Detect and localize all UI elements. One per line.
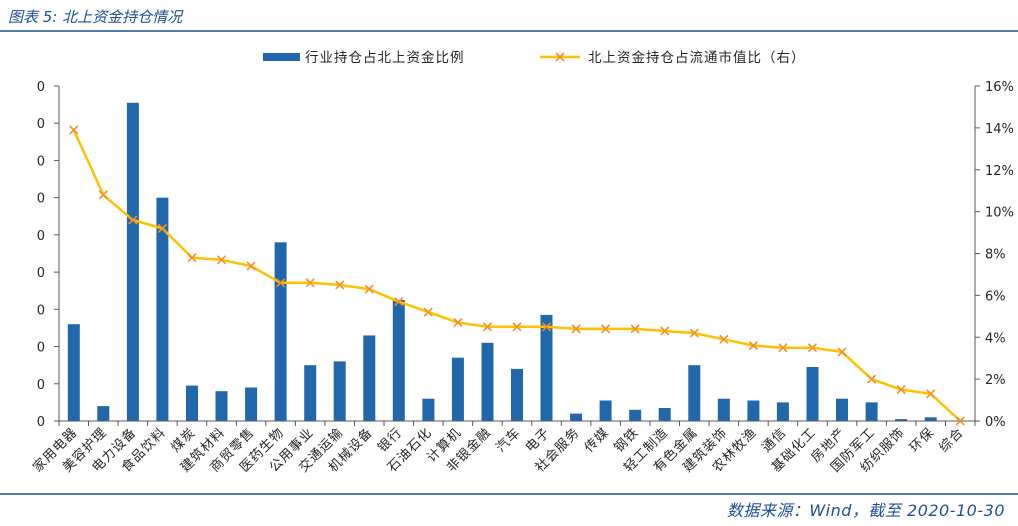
bar	[629, 409, 642, 421]
bar	[599, 400, 612, 421]
line-point-marker	[276, 278, 286, 288]
legend-x-marker-icon	[555, 52, 565, 62]
line-point-marker	[512, 322, 522, 332]
bar	[363, 335, 376, 421]
right-tick-label: 6%	[985, 289, 1006, 304]
bar	[481, 342, 494, 421]
bar	[126, 102, 139, 422]
line-point-marker	[128, 215, 138, 225]
line-point-marker	[807, 343, 818, 353]
bar	[747, 400, 760, 421]
bar	[97, 406, 110, 421]
bar	[511, 368, 523, 421]
x-tick-label: 环保	[907, 425, 937, 455]
left-tick-label: 0	[37, 192, 45, 207]
left-tick-label: 0	[37, 266, 45, 281]
line-point-marker	[748, 341, 758, 351]
line-point-marker	[571, 324, 581, 334]
line-point-marker	[187, 253, 197, 263]
line-point-marker	[719, 334, 729, 344]
line-point-marker	[689, 328, 699, 338]
bar	[717, 398, 730, 421]
legend-line-label: 北上资金持仓占流通市值比（右）	[588, 49, 806, 66]
figure-title: 图表 5: 北上资金持仓情况	[8, 8, 184, 26]
left-tick-label: 0	[37, 341, 45, 356]
right-tick-label: 16%	[985, 80, 1014, 95]
line-point-marker	[778, 343, 788, 353]
bar	[215, 391, 228, 421]
x-tick-label: 综合	[937, 425, 967, 455]
right-tick-label: 14%	[985, 122, 1014, 137]
bar	[304, 365, 317, 421]
left-tick-label: 0	[37, 378, 45, 393]
line-point-marker	[955, 416, 965, 426]
line-point-marker	[482, 322, 493, 332]
line-point-marker	[246, 261, 256, 271]
right-tick-label: 8%	[985, 248, 1006, 263]
right-tick-label: 12%	[985, 164, 1014, 179]
right-tick-label: 0%	[985, 415, 1006, 430]
bar	[924, 417, 937, 421]
line-point-marker	[867, 374, 877, 384]
bar	[895, 419, 908, 421]
bar	[392, 300, 405, 421]
line-point-marker	[453, 318, 463, 328]
plot-area: 00000000000%2%4%6%8%10%12%14%16%家用电器美容护理…	[30, 80, 1014, 475]
line-point-marker	[216, 255, 227, 265]
line-point-marker	[601, 324, 611, 334]
line-point-marker	[364, 284, 374, 294]
line-point-marker	[896, 385, 906, 395]
bar	[333, 361, 346, 421]
line-point-marker	[630, 324, 640, 334]
line-point-marker	[305, 278, 315, 288]
bar	[245, 387, 258, 421]
line-point-marker	[394, 297, 404, 307]
bar	[658, 408, 671, 421]
line-point-marker	[98, 190, 108, 200]
bar	[688, 365, 701, 421]
bar	[865, 402, 878, 421]
bar	[570, 413, 583, 421]
line-point-marker	[423, 307, 433, 317]
right-tick-label: 10%	[985, 206, 1014, 221]
legend-bar-label: 行业持仓占北上资金比例	[305, 50, 465, 66]
x-tick-label: 汽车	[493, 425, 524, 456]
legend-bar-swatch	[263, 53, 300, 61]
bar	[836, 398, 848, 421]
x-tick-label: 传媒	[582, 425, 612, 455]
left-tick-label: 0	[37, 415, 45, 430]
bar	[422, 398, 435, 421]
line-point-marker	[335, 280, 345, 290]
line-point-marker	[837, 347, 847, 357]
legend: 行业持仓占北上资金比例 北上资金持仓占流通市值比（右）	[263, 49, 806, 66]
left-tick-label: 0	[37, 154, 45, 169]
line-point-marker	[926, 389, 936, 399]
left-tick-label: 0	[37, 117, 45, 132]
left-tick-label: 0	[37, 303, 45, 318]
bar	[451, 357, 464, 421]
bar	[186, 385, 198, 421]
bar	[540, 314, 553, 421]
bar	[806, 367, 819, 421]
line-point-marker	[660, 326, 670, 336]
left-tick-label: 0	[37, 80, 45, 95]
right-tick-label: 4%	[985, 331, 1006, 346]
bar	[156, 197, 169, 421]
line-point-marker	[541, 322, 552, 332]
bar	[776, 402, 789, 421]
bar	[274, 242, 287, 421]
line-point-marker	[157, 223, 167, 233]
left-tick-label: 0	[37, 229, 45, 244]
source-note: 数据来源：Wind，截至 2020-10-30	[727, 501, 1005, 520]
bar	[67, 324, 80, 421]
line-point-marker	[69, 125, 79, 135]
right-tick-label: 2%	[985, 373, 1006, 388]
